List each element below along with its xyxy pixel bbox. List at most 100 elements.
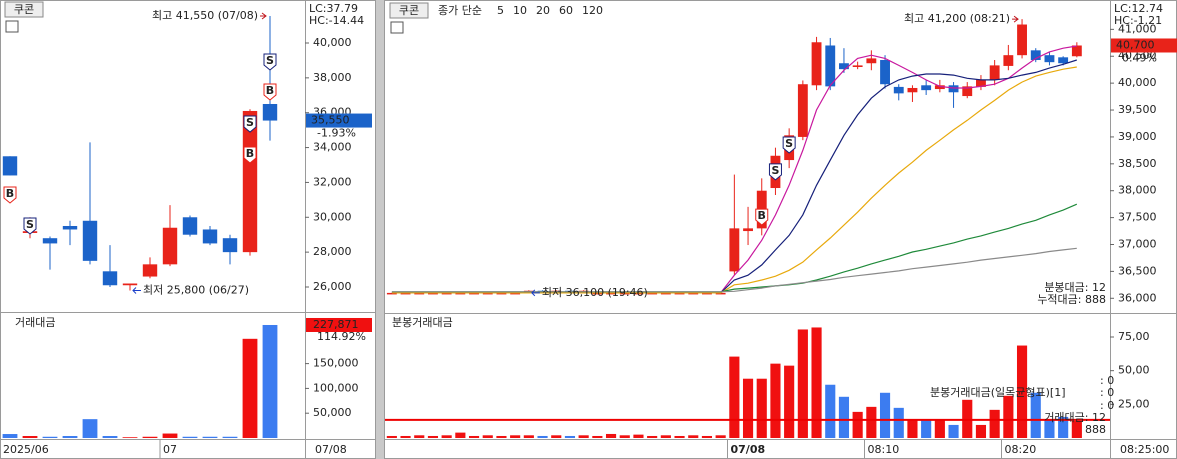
volume-bar: [162, 433, 178, 438]
table-icon[interactable]: [5, 20, 19, 33]
candle-body: [797, 84, 808, 137]
volume-bar: [427, 435, 439, 438]
x-tick-label: 08:20: [1005, 443, 1037, 456]
last-value: 227,871: [313, 318, 359, 331]
volume-bar: [742, 378, 754, 438]
candle-body: [162, 227, 178, 265]
volume-bar: [715, 435, 726, 438]
candle-body: [893, 86, 904, 94]
panel-note: : 0: [1100, 399, 1114, 412]
candle-body: [674, 292, 685, 295]
y-tick-label: 38,000: [313, 71, 352, 84]
volume-bar: [42, 436, 58, 438]
y-tick-label: 40,000: [1118, 76, 1157, 89]
high-note: 최고 41,550 (07/08): [152, 9, 258, 22]
volume-bar: [811, 327, 822, 438]
volume-bar: [22, 436, 38, 438]
hc: HC:-14.44: [309, 14, 364, 27]
candle-body: [82, 220, 98, 261]
candle-body: [606, 292, 616, 295]
candle-body: [866, 58, 877, 64]
volume-bar: [1044, 419, 1055, 438]
volume-bar: [770, 363, 781, 438]
panel-title: 거래대금: [15, 316, 55, 329]
volume-bar: [400, 435, 411, 438]
candle-body: [647, 292, 658, 295]
candle-body: [1017, 24, 1027, 56]
axis-date: 07/08: [315, 443, 347, 456]
volume-bar: [441, 435, 452, 438]
y-tick-label: 32,000: [313, 175, 352, 188]
last-price-box: [306, 113, 372, 128]
ma-legend: 5: [497, 4, 504, 17]
volume-bar: [592, 435, 603, 438]
y-tick-label: 34,000: [313, 141, 352, 154]
x-tick-label: 07: [163, 443, 177, 456]
volume-bar: [242, 338, 258, 438]
candle-body: [921, 85, 932, 91]
candle-body: [633, 292, 644, 295]
candle-body: [688, 292, 699, 295]
candle-body: [102, 271, 118, 286]
last-price-box: [1111, 38, 1177, 53]
y-tick-label: 38,500: [1118, 157, 1157, 170]
lc: LC:12.74: [1114, 2, 1163, 15]
volume-bar: [784, 365, 795, 438]
arrow: [132, 287, 141, 294]
panel-title: 분봉거래대금: [392, 316, 453, 329]
signal-marker: [3, 186, 17, 204]
tab[interactable]: [389, 2, 429, 19]
candle-body: [976, 79, 986, 87]
volume-bar: [825, 384, 836, 438]
candle-body: [619, 292, 630, 295]
candle-body: [242, 110, 258, 253]
panel-note: 누적대금: 888: [1037, 293, 1106, 306]
panel-note: 분봉거래대금(일목균형표)[1]: [930, 385, 1065, 399]
panel-note: 거래대금: 12: [1044, 411, 1106, 424]
hc: HC:-1.21: [1114, 14, 1162, 27]
ma-legend: 20: [536, 4, 550, 17]
volume-bar: [893, 407, 904, 438]
y-tick-label: 150,000: [313, 357, 359, 370]
candle-body: [743, 228, 753, 232]
volume-bar: [948, 424, 959, 438]
volume-bar: [202, 436, 218, 438]
y-tick-label: 75,00: [1118, 330, 1150, 343]
signal-label: S: [771, 164, 779, 177]
x-tick-label: 07/08: [731, 443, 766, 456]
tab[interactable]: [4, 1, 44, 18]
volume-bar: [633, 434, 644, 438]
low-note: 최저 36,100 (19:46): [542, 286, 648, 299]
ma-title: 종가 단순: [438, 4, 482, 17]
candle-body: [428, 292, 438, 295]
splitter[interactable]: [376, 0, 384, 459]
volume-bar: [182, 436, 198, 438]
ma-line: [391, 66, 1077, 294]
volume-bar: [989, 409, 1000, 438]
candle-body: [880, 60, 890, 85]
candle-body: [592, 292, 603, 295]
volume-bar: [537, 435, 548, 438]
y-tick-label: 28,000: [313, 245, 352, 258]
signal-label: S: [26, 218, 34, 231]
volume-bar: [1016, 345, 1028, 438]
signal-marker: [243, 146, 257, 164]
table-icon[interactable]: [390, 21, 404, 34]
candle-body: [660, 292, 671, 295]
signal-marker: [782, 136, 796, 154]
candle-body: [1044, 55, 1055, 63]
signal-label: S: [246, 116, 254, 129]
ma-line: [391, 247, 1077, 293]
last-change: 0.49%: [1122, 51, 1157, 64]
arrow: [260, 12, 267, 20]
panel-note: : 0: [1100, 374, 1114, 387]
signal-label: B: [6, 187, 14, 200]
volume-bar: [688, 435, 699, 438]
value-change: 114.92%: [317, 330, 366, 343]
candle-body: [496, 292, 507, 295]
candle-body: [948, 85, 959, 93]
volume-bar: [142, 436, 158, 438]
volume-bar: [975, 424, 987, 438]
y-tick-label: 36,000: [1118, 291, 1157, 304]
